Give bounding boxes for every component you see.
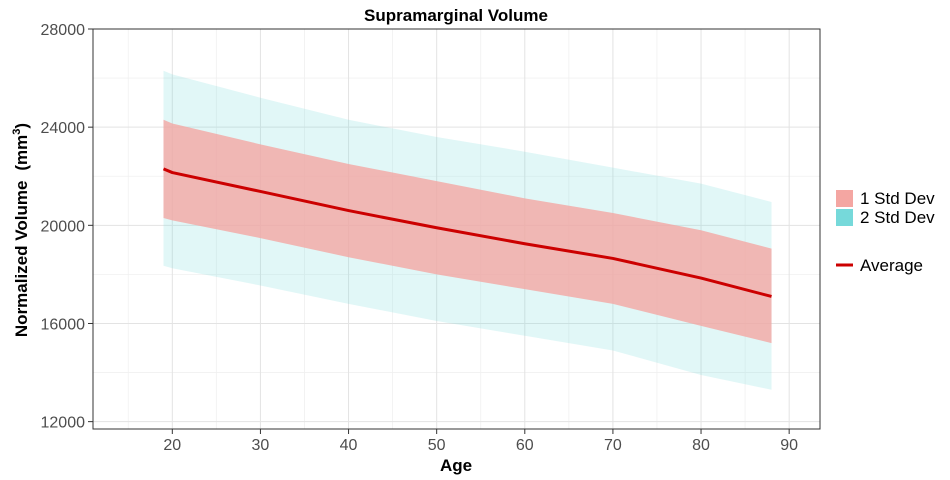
y-tick-label: 24000	[41, 120, 86, 137]
y-tick-label: 12000	[41, 415, 86, 432]
y-axis-unit-exponent: 3	[11, 129, 23, 135]
y-tick-label: 20000	[41, 218, 86, 235]
y-axis-unit: mm	[12, 135, 31, 165]
chart-title: Supramarginal Volume	[364, 6, 548, 25]
legend-label: Average	[860, 256, 923, 275]
x-tick-label: 20	[163, 437, 181, 454]
y-axis: 12000 16000 20000 24000 28000	[41, 22, 93, 432]
plot-border	[92, 28, 821, 430]
x-axis-title: Age	[440, 456, 472, 475]
y-axis-title: Normalized Volume(mm3)	[11, 123, 31, 337]
y-axis-title-text: Normalized Volume	[12, 181, 31, 338]
series-average-line	[162, 167, 772, 298]
x-tick-label: 70	[604, 437, 622, 454]
x-tick-label: 60	[516, 437, 534, 454]
x-axis: 20 30 40 50 60 70 80 90	[163, 429, 798, 454]
x-tick-label: 30	[252, 437, 270, 454]
x-tick-label: 80	[692, 437, 710, 454]
x-tick-label: 90	[780, 437, 798, 454]
y-tick-label: 28000	[41, 22, 86, 39]
legend-key-fill	[836, 209, 853, 226]
x-tick-label: 40	[340, 437, 358, 454]
legend-key-fill	[836, 190, 853, 207]
legend-label: 2 Std Dev	[860, 208, 935, 227]
band-1-std-dev	[163, 119, 772, 344]
plot-area	[92, 28, 821, 430]
x-tick-label: 50	[428, 437, 446, 454]
y-tick-label: 16000	[41, 316, 86, 333]
legend-label: 1 Std Dev	[860, 189, 935, 208]
